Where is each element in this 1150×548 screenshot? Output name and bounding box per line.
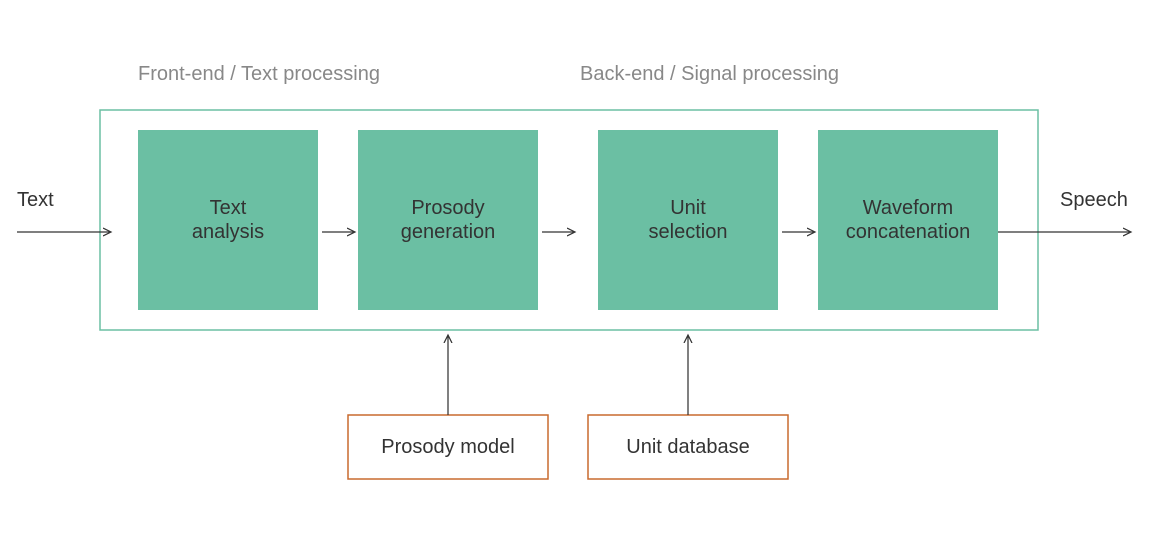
output-label: Speech	[1060, 189, 1128, 211]
node-label: generation	[401, 221, 496, 243]
node-label: selection	[649, 221, 728, 243]
node-label: concatenation	[846, 221, 971, 243]
node-label: Text	[210, 197, 247, 219]
node-prosody-model: Prosody model	[348, 415, 548, 479]
header-back-end: Back-end / Signal processing	[580, 63, 839, 85]
node-label: Waveform	[863, 197, 953, 219]
input-label: Text	[17, 189, 54, 211]
node-label: analysis	[192, 221, 264, 243]
node-label: Unit database	[626, 436, 749, 458]
header-front-end: Front-end / Text processing	[138, 63, 380, 85]
node-text-analysis: Textanalysis	[138, 130, 318, 310]
node-label: Prosody model	[381, 436, 514, 458]
node-label: Prosody	[411, 197, 484, 219]
flowchart: Front-end / Text processing Back-end / S…	[0, 0, 1150, 548]
node-label: Unit	[670, 197, 706, 219]
node-waveform-concatenation: Waveformconcatenation	[818, 130, 998, 310]
node-prosody-generation: Prosodygeneration	[358, 130, 538, 310]
node-unit-selection: Unitselection	[598, 130, 778, 310]
node-unit-database: Unit database	[588, 415, 788, 479]
